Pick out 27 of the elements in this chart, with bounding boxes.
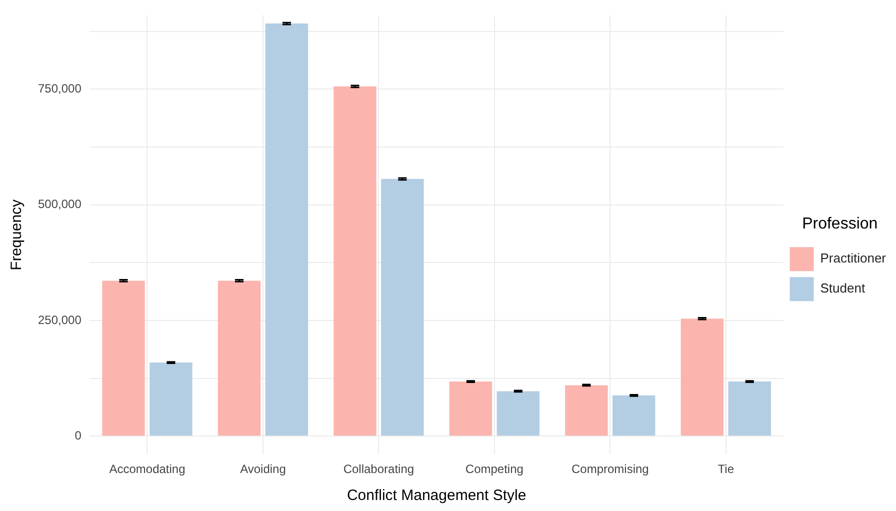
bar (449, 382, 492, 436)
x-tick-label: Collaborating (343, 462, 414, 476)
x-tick-label: Accomodating (109, 462, 186, 476)
bar (565, 385, 608, 436)
legend-label: Student (820, 280, 866, 296)
bar (150, 362, 192, 436)
bar (680, 318, 724, 436)
y-tick-label: 500,000 (38, 197, 82, 212)
bar (218, 280, 261, 436)
bar (728, 382, 771, 436)
x-axis-title: Conflict Management Style (346, 487, 526, 504)
legend-label: Practitioner (820, 250, 887, 266)
bar (496, 391, 540, 436)
bar (381, 178, 424, 436)
y-tick-label: 0 (74, 428, 82, 442)
y-tick-label: 250,000 (38, 312, 82, 327)
y-axis-title: Frequency (8, 198, 26, 270)
x-tick-label: Avoiding (240, 462, 286, 476)
bar (334, 86, 376, 436)
bar (265, 24, 308, 436)
x-tick-label: Compromising (571, 462, 649, 476)
bar (612, 395, 656, 436)
x-tick-label: Competing (465, 462, 524, 476)
x-tick-label: Tie (718, 462, 734, 476)
legend-title: Profession (802, 215, 878, 232)
y-tick-label: 750,000 (38, 82, 82, 96)
bar (102, 280, 145, 436)
